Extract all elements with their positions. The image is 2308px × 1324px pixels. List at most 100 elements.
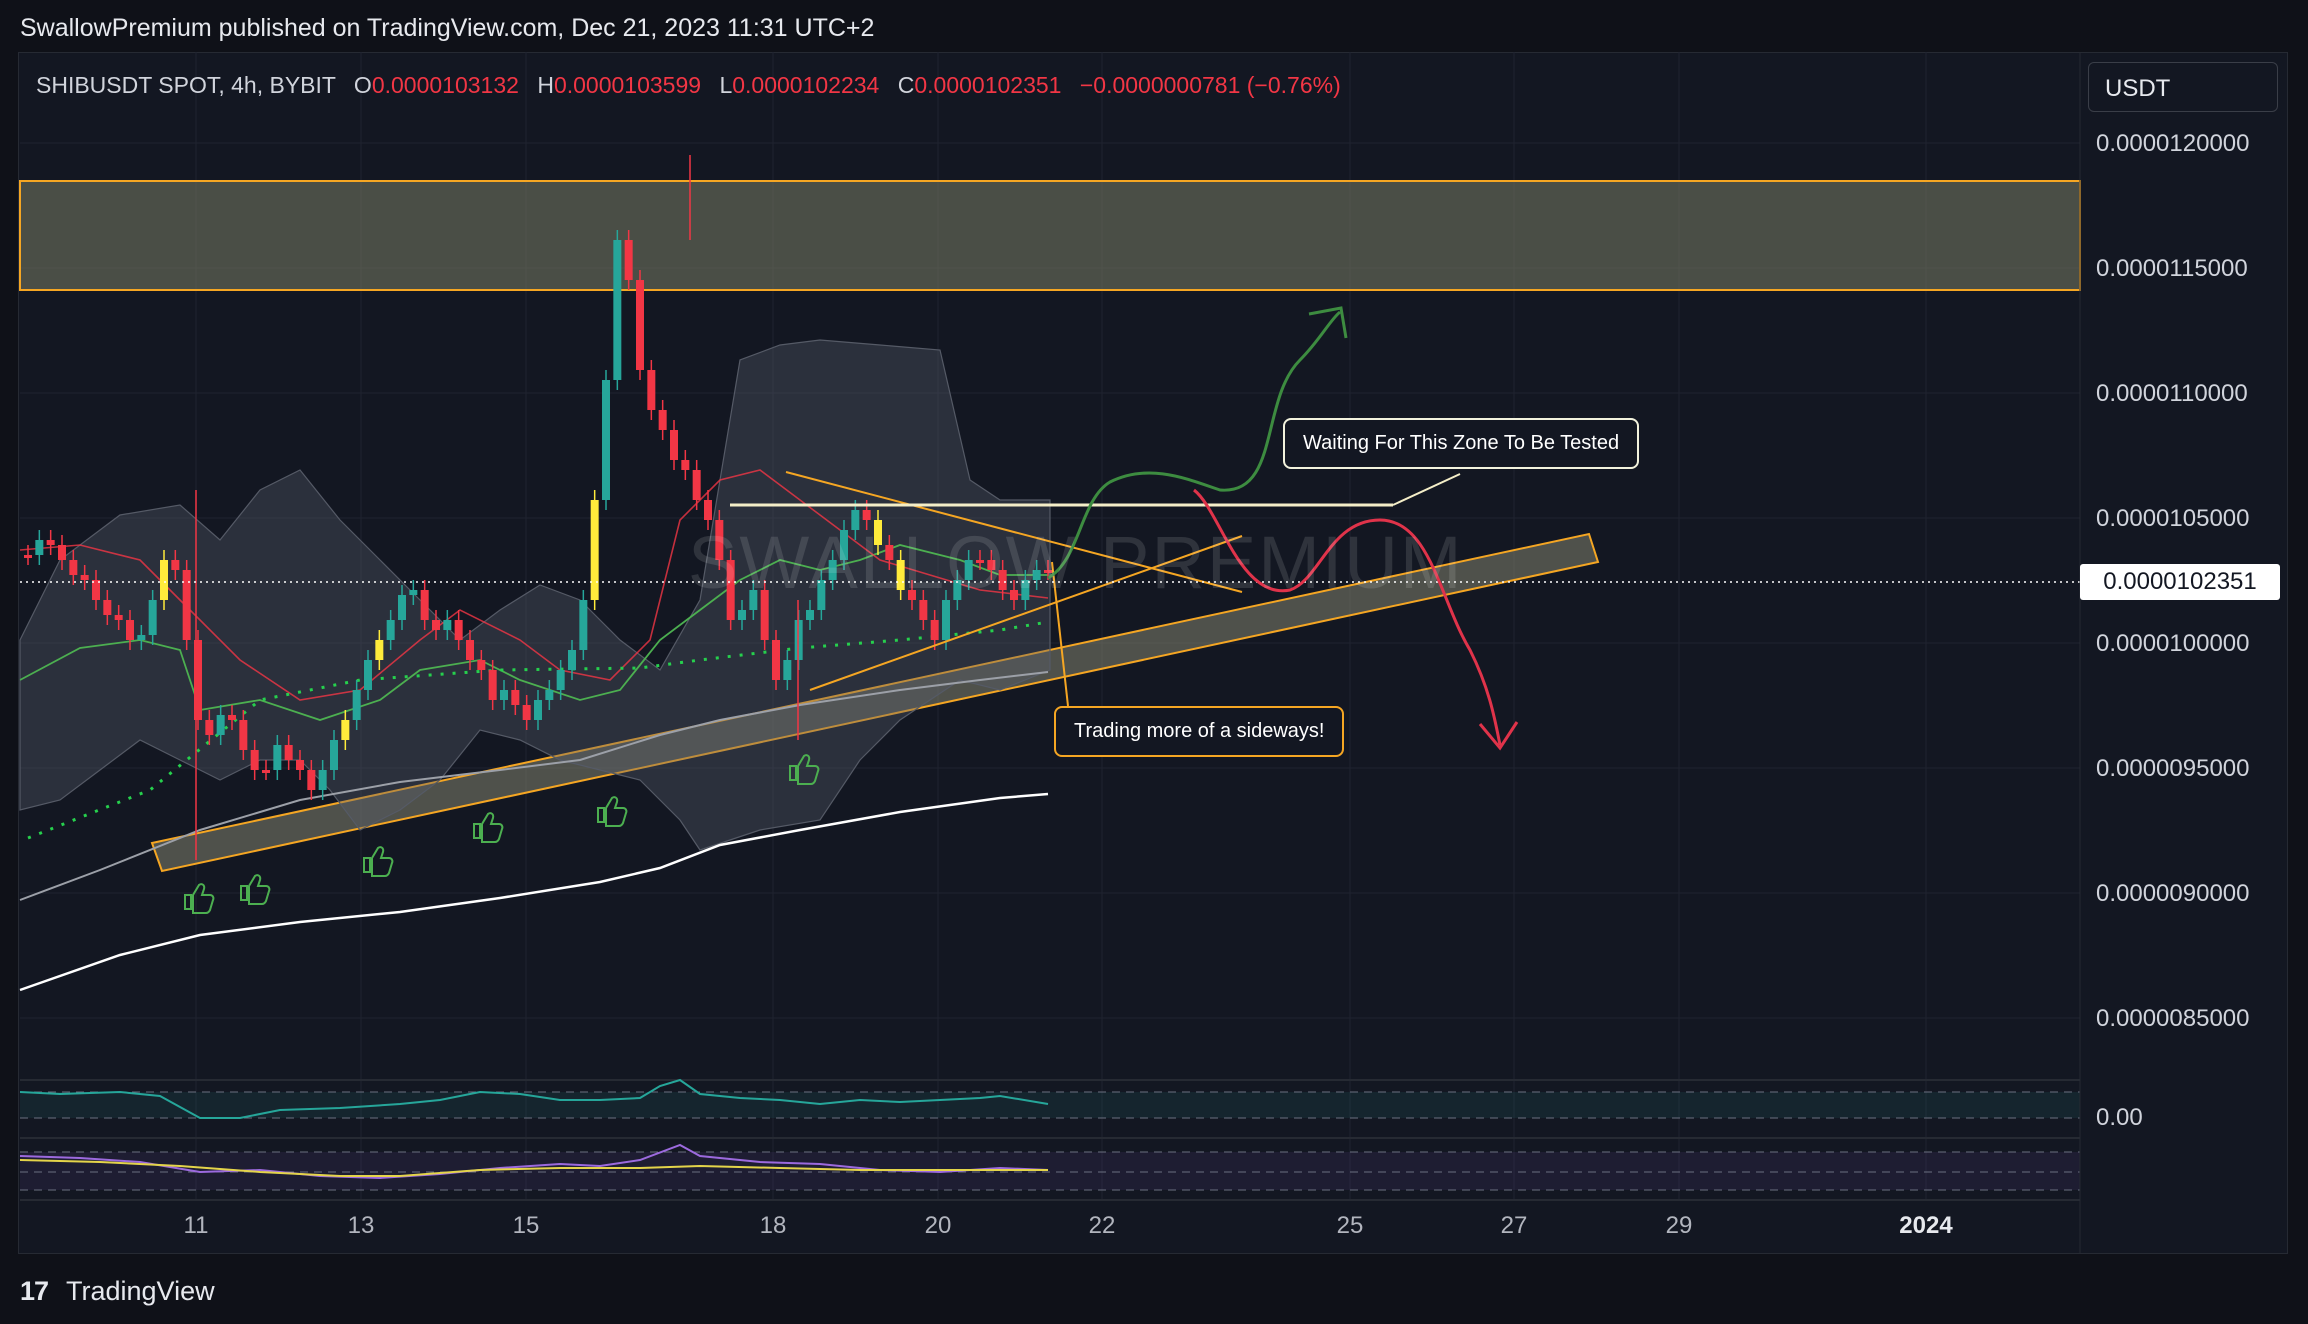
upper-trendline[interactable]	[785, 471, 1243, 593]
candle-body[interactable]	[239, 720, 248, 750]
candle-body[interactable]	[817, 580, 826, 610]
candle-body[interactable]	[851, 510, 860, 530]
candle-body[interactable]	[783, 660, 792, 680]
candle-body[interactable]	[942, 600, 950, 640]
candle-body[interactable]	[126, 620, 134, 640]
candle-body[interactable]	[658, 410, 667, 430]
lower-trendline[interactable]	[809, 535, 1243, 691]
candle-body[interactable]	[137, 635, 146, 640]
candle-body[interactable]	[522, 705, 531, 720]
candle-body[interactable]	[500, 690, 508, 700]
candle-body[interactable]	[896, 560, 905, 590]
candle-body[interactable]	[1044, 570, 1052, 573]
candle-body[interactable]	[1010, 590, 1018, 600]
candle-body[interactable]	[726, 560, 735, 620]
candle-body[interactable]	[828, 560, 837, 580]
candle-body[interactable]	[908, 590, 916, 600]
candle-body[interactable]	[998, 570, 1007, 590]
symbol-label[interactable]: SHIBUSDT SPOT, 4h, BYBIT	[36, 72, 336, 98]
candle-body[interactable]	[24, 555, 32, 558]
candle-body[interactable]	[216, 715, 225, 735]
candle-body[interactable]	[466, 640, 474, 660]
candle-body[interactable]	[976, 560, 984, 563]
resistance-zone[interactable]	[19, 180, 2081, 291]
candle-body[interactable]	[352, 690, 361, 720]
candle-body[interactable]	[840, 530, 848, 560]
candle-body[interactable]	[228, 715, 236, 720]
tradingview-brand[interactable]: TradingView	[66, 1276, 215, 1306]
candle-body[interactable]	[409, 590, 418, 595]
currency-selector[interactable]: USDT	[2088, 62, 2278, 112]
candle-body[interactable]	[114, 615, 123, 620]
candle-body[interactable]	[194, 640, 202, 720]
candle-body[interactable]	[511, 690, 520, 705]
candle-body[interactable]	[647, 370, 656, 410]
candle-body[interactable]	[341, 720, 350, 740]
candle-body[interactable]	[318, 770, 327, 790]
candle-body[interactable]	[46, 540, 55, 545]
candle-body[interactable]	[182, 570, 191, 640]
candle-body[interactable]	[874, 520, 882, 545]
candle-body[interactable]	[35, 540, 44, 555]
candle-body[interactable]	[364, 660, 372, 690]
candle-body[interactable]	[420, 590, 429, 620]
candle-body[interactable]	[704, 500, 712, 520]
bullish-projection-path[interactable]	[1047, 310, 1341, 580]
candle-body[interactable]	[692, 470, 701, 500]
candle-body[interactable]	[556, 670, 565, 690]
candle-body[interactable]	[171, 560, 180, 570]
candle-body[interactable]	[579, 600, 588, 650]
candlestick-series[interactable]	[24, 155, 1052, 860]
candle-body[interactable]	[885, 545, 894, 560]
candle-body[interactable]	[454, 620, 463, 640]
sideways-callout[interactable]: Trading more of a sideways!	[1054, 706, 1345, 757]
candle-body[interactable]	[862, 510, 871, 520]
candle-body[interactable]	[80, 575, 89, 580]
candle-body[interactable]	[953, 580, 962, 600]
candle-body[interactable]	[806, 610, 814, 620]
candle-body[interactable]	[148, 600, 157, 635]
candle-body[interactable]	[330, 740, 338, 770]
candle-body[interactable]	[432, 620, 440, 630]
candle-body[interactable]	[987, 560, 996, 570]
candle-body[interactable]	[398, 595, 406, 620]
candle-body[interactable]	[624, 240, 633, 280]
zone-test-callout[interactable]: Waiting For This Zone To Be Tested	[1283, 418, 1640, 469]
candle-body[interactable]	[964, 560, 973, 580]
candle-body[interactable]	[69, 560, 78, 575]
candle-body[interactable]	[386, 620, 395, 640]
candle-body[interactable]	[488, 670, 497, 700]
candle-body[interactable]	[296, 760, 304, 770]
candle-body[interactable]	[443, 620, 452, 630]
candle-body[interactable]	[262, 770, 270, 773]
candle-body[interactable]	[375, 640, 384, 660]
candle-body[interactable]	[568, 650, 576, 670]
candle-body[interactable]	[613, 240, 622, 380]
candle-body[interactable]	[1032, 570, 1041, 580]
candle-body[interactable]	[681, 460, 690, 470]
candle-body[interactable]	[250, 750, 259, 770]
candle-body[interactable]	[715, 520, 724, 560]
candle-body[interactable]	[919, 600, 928, 620]
candle-body[interactable]	[92, 580, 100, 600]
candle-body[interactable]	[307, 770, 316, 790]
candle-body[interactable]	[58, 545, 66, 560]
candle-body[interactable]	[477, 660, 486, 670]
candle-body[interactable]	[738, 610, 746, 620]
candle-body[interactable]	[636, 280, 644, 370]
candle-body[interactable]	[670, 430, 678, 460]
candle-body[interactable]	[160, 560, 168, 600]
candle-body[interactable]	[760, 590, 769, 640]
candle-body[interactable]	[930, 620, 939, 640]
bearish-projection-path[interactable]	[1193, 488, 1502, 746]
candle-body[interactable]	[103, 600, 112, 615]
support-channel[interactable]	[150, 532, 1600, 873]
candle-body[interactable]	[590, 500, 599, 600]
candle-body[interactable]	[772, 640, 780, 680]
candle-body[interactable]	[602, 380, 610, 500]
candle-body[interactable]	[273, 745, 282, 770]
candle-body[interactable]	[749, 590, 758, 610]
candle-body[interactable]	[534, 700, 542, 720]
candle-body[interactable]	[1021, 580, 1030, 600]
